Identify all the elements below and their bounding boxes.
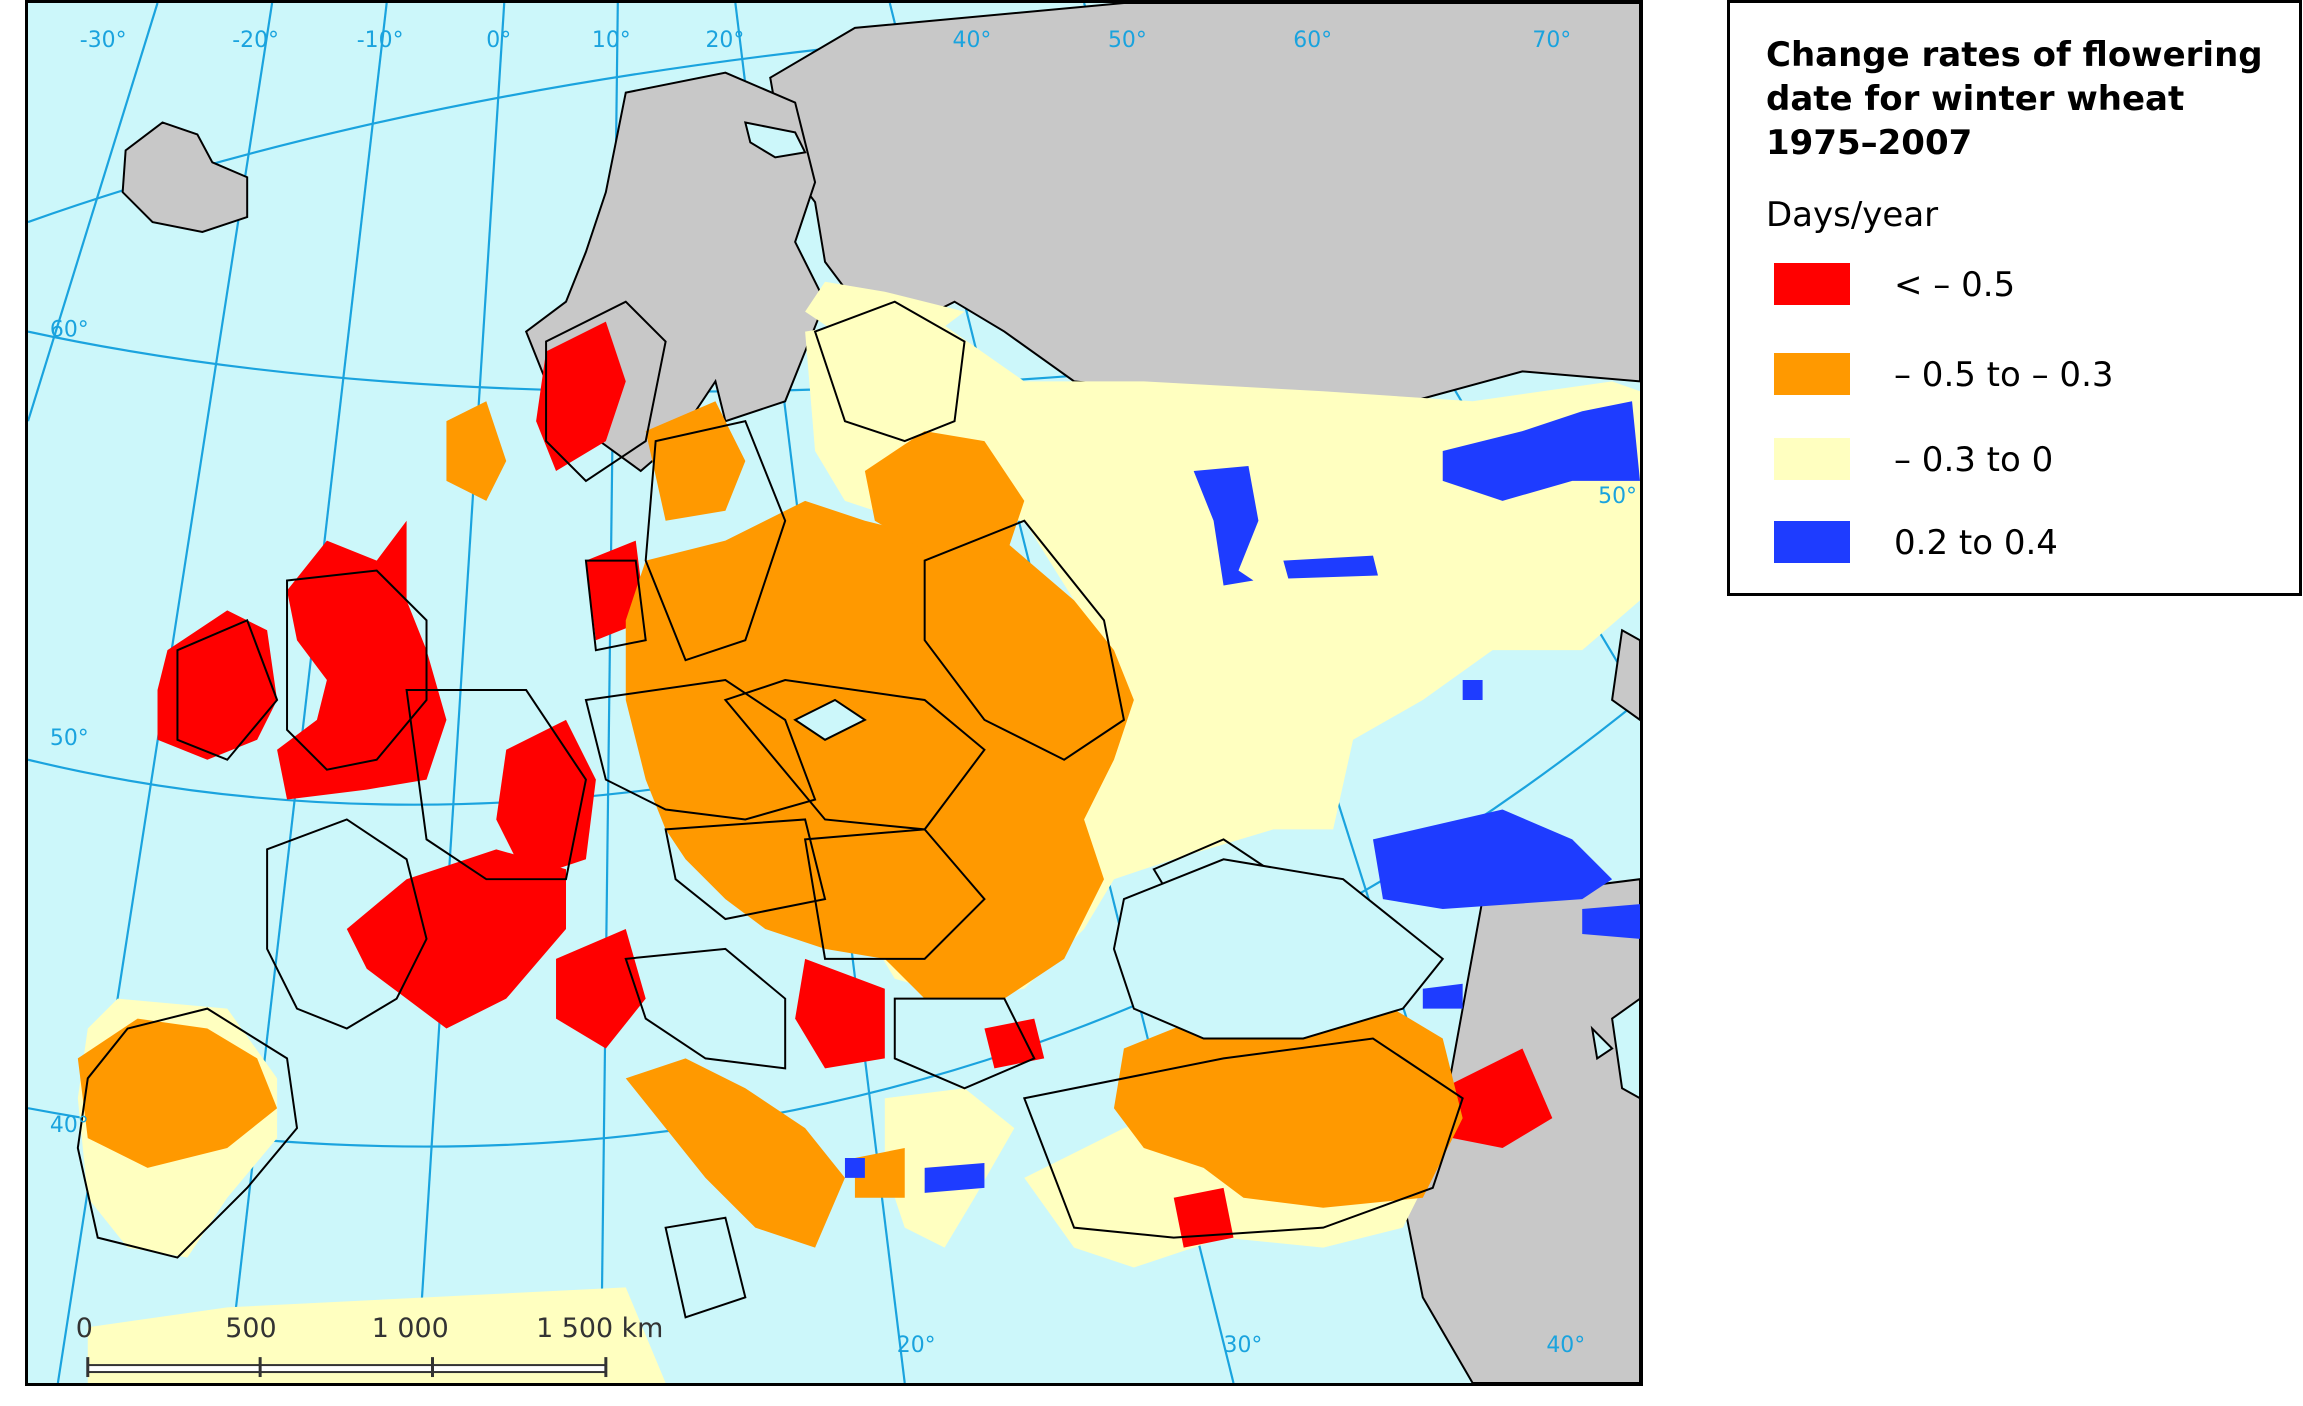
legend-label: 0.2 to 0.4 bbox=[1894, 523, 2058, 563]
lon-label: 20° bbox=[705, 28, 744, 53]
blue-regions bbox=[844, 401, 1640, 1193]
lon-label: 50° bbox=[1108, 28, 1147, 53]
legend-label: – 0.5 to – 0.3 bbox=[1894, 355, 2114, 395]
inland-seas bbox=[743, 121, 1640, 1100]
legend-label: – 0.3 to 0 bbox=[1894, 440, 2054, 480]
legend-label: < – 0.5 bbox=[1894, 265, 2016, 305]
lon-label: 40° bbox=[953, 28, 992, 53]
scale-label: 1 500 km bbox=[536, 1313, 663, 1344]
lon-label: 60° bbox=[1293, 28, 1332, 53]
legend-item: – 0.5 to – 0.3 bbox=[1774, 353, 2274, 397]
legend-item: < – 0.5 bbox=[1774, 263, 2274, 307]
lat-label: 50° bbox=[1598, 484, 1637, 509]
scale-label: 1 000 bbox=[372, 1313, 449, 1344]
lon-label: -30° bbox=[80, 28, 127, 53]
legend-swatch bbox=[1774, 353, 1850, 395]
orange-regions bbox=[77, 401, 1463, 1248]
legend: Change rates of flowering date for winte… bbox=[1727, 0, 2302, 596]
legend-item: 0.2 to 0.4 bbox=[1774, 521, 2274, 565]
lon-label: 10° bbox=[592, 28, 631, 53]
lon-label: -20° bbox=[232, 28, 279, 53]
legend-swatch bbox=[1774, 438, 1850, 480]
lon-label: 70° bbox=[1532, 28, 1571, 53]
map-frame: -30° -20° -10° 0° 10° 20° 40° 50° 60° 70… bbox=[25, 0, 1643, 1386]
lon-label: 0° bbox=[486, 28, 511, 53]
legend-swatch bbox=[1774, 521, 1850, 563]
lat-label: 40° bbox=[50, 1113, 89, 1138]
legend-item: – 0.3 to 0 bbox=[1774, 438, 2274, 482]
legend-title: Change rates of flowering date for winte… bbox=[1766, 35, 2263, 163]
legend-swatch bbox=[1774, 263, 1850, 305]
lon-label: -10° bbox=[357, 28, 404, 53]
lon-label: 30° bbox=[1224, 1333, 1263, 1358]
legend-unit: Days/year bbox=[1766, 195, 1939, 235]
lat-label: 50° bbox=[50, 726, 89, 751]
europe-map: -30° -20° -10° 0° 10° 20° 40° 50° 60° 70… bbox=[28, 3, 1640, 1383]
lon-label: 20° bbox=[897, 1333, 936, 1358]
borders bbox=[76, 300, 1464, 1319]
scale-label: 0 bbox=[76, 1313, 93, 1344]
lat-label: 60° bbox=[50, 318, 89, 343]
scale-bar: 0 500 1 000 1 500 km bbox=[76, 1313, 663, 1378]
graticule-labels: -30° -20° -10° 0° 10° 20° 40° 50° 60° 70… bbox=[50, 28, 1637, 1358]
scale-label: 500 bbox=[225, 1313, 276, 1344]
lon-label: 40° bbox=[1546, 1333, 1585, 1358]
